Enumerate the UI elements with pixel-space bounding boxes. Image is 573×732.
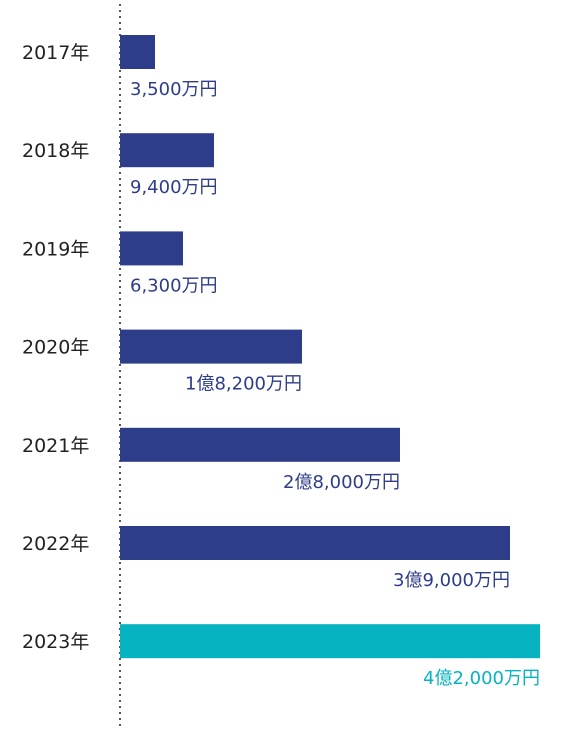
category-label: 2021年: [22, 435, 89, 457]
category-label: 2022年: [22, 533, 89, 555]
bar: [120, 427, 400, 462]
category-label: 2019年: [22, 238, 89, 260]
value-label: 3億9,000万円: [393, 570, 510, 591]
bar: [120, 133, 214, 168]
category-label: 2018年: [22, 140, 89, 162]
bars-group: 2017年 3,500万円 2018年 9,400万円 2019年 6,300万円 2020…: [22, 35, 540, 689]
value-label: 2億8,000万円: [283, 472, 400, 493]
value-label: 6,300万円: [130, 275, 218, 296]
value-label: 1億8,200万円: [185, 374, 302, 395]
bar-highlight: [120, 624, 540, 659]
category-label: 2020年: [22, 337, 89, 359]
value-label: 4億2,000万円: [423, 668, 540, 689]
bar: [120, 231, 183, 266]
bar: [120, 329, 302, 364]
bar: [120, 35, 155, 69]
category-label: 2023年: [22, 631, 89, 653]
value-label: 3,500万円: [130, 79, 218, 100]
bar: [120, 526, 510, 560]
value-label: 9,400万円: [130, 177, 218, 198]
category-label: 2017年: [22, 42, 89, 64]
